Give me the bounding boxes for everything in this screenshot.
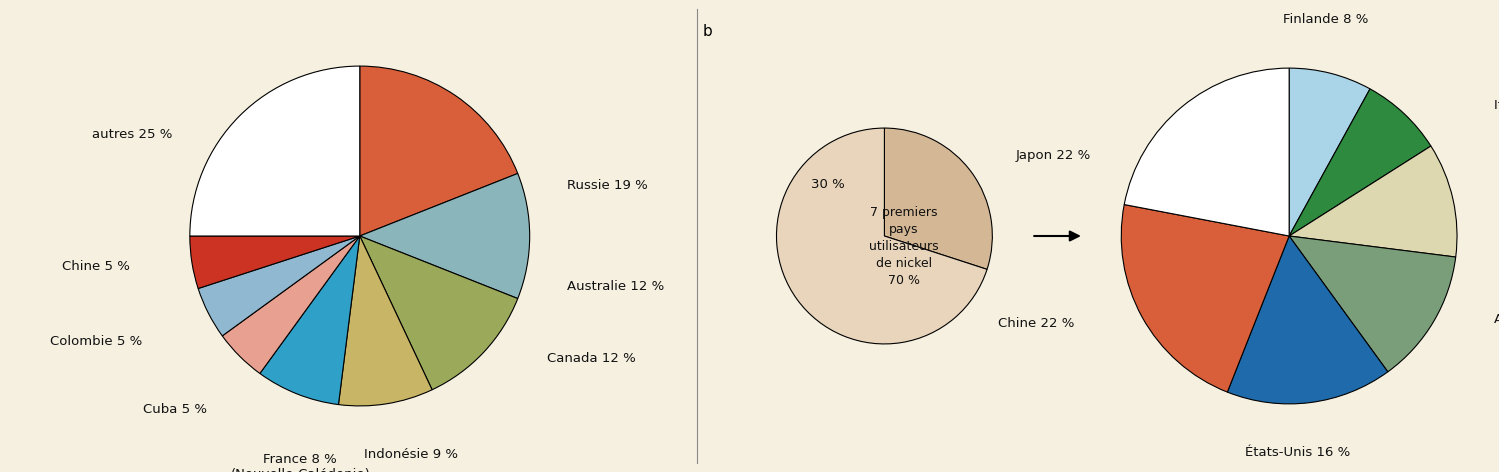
- Wedge shape: [339, 236, 432, 406]
- Text: autres 25 %: autres 25 %: [93, 127, 172, 141]
- Text: Chine 22 %: Chine 22 %: [998, 317, 1075, 330]
- Wedge shape: [1289, 236, 1456, 372]
- Wedge shape: [1121, 204, 1289, 392]
- Wedge shape: [1289, 146, 1457, 257]
- Text: États-Unis 16 %: États-Unis 16 %: [1244, 446, 1351, 459]
- Wedge shape: [190, 66, 360, 236]
- Wedge shape: [222, 236, 360, 373]
- Wedge shape: [884, 128, 992, 270]
- Text: 30 %: 30 %: [811, 177, 845, 191]
- Text: Canada 12 %: Canada 12 %: [547, 352, 636, 365]
- Text: Australie 12 %: Australie 12 %: [567, 280, 664, 294]
- Text: b: b: [703, 24, 714, 39]
- Wedge shape: [1124, 68, 1289, 236]
- Text: Italie 8 %: Italie 8 %: [1495, 99, 1499, 111]
- Wedge shape: [1228, 236, 1388, 404]
- Wedge shape: [198, 236, 360, 336]
- Wedge shape: [259, 236, 360, 405]
- Text: Russie 19 %: Russie 19 %: [567, 178, 648, 192]
- Text: Chine 5 %: Chine 5 %: [63, 260, 130, 273]
- Text: Colombie 5 %: Colombie 5 %: [49, 335, 142, 348]
- Text: Japon 22 %: Japon 22 %: [1016, 149, 1091, 162]
- Wedge shape: [1289, 89, 1432, 236]
- Text: Cuba 5 %: Cuba 5 %: [142, 403, 207, 416]
- Wedge shape: [776, 128, 986, 344]
- Text: 7 premiers
pays
utilisateurs
de nickel
70 %: 7 premiers pays utilisateurs de nickel 7…: [869, 206, 938, 287]
- Text: Allemagne 13 %: Allemagne 13 %: [1495, 313, 1499, 327]
- Text: Finlande 8 %: Finlande 8 %: [1283, 13, 1369, 26]
- Text: Indonésie 9 %: Indonésie 9 %: [364, 448, 457, 462]
- Wedge shape: [360, 173, 529, 299]
- Wedge shape: [360, 66, 517, 236]
- Text: France 8 %
(Nouvelle-Calédonie): France 8 % (Nouvelle-Calédonie): [231, 454, 370, 472]
- Wedge shape: [190, 236, 360, 288]
- Wedge shape: [1289, 68, 1370, 236]
- Wedge shape: [360, 236, 517, 390]
